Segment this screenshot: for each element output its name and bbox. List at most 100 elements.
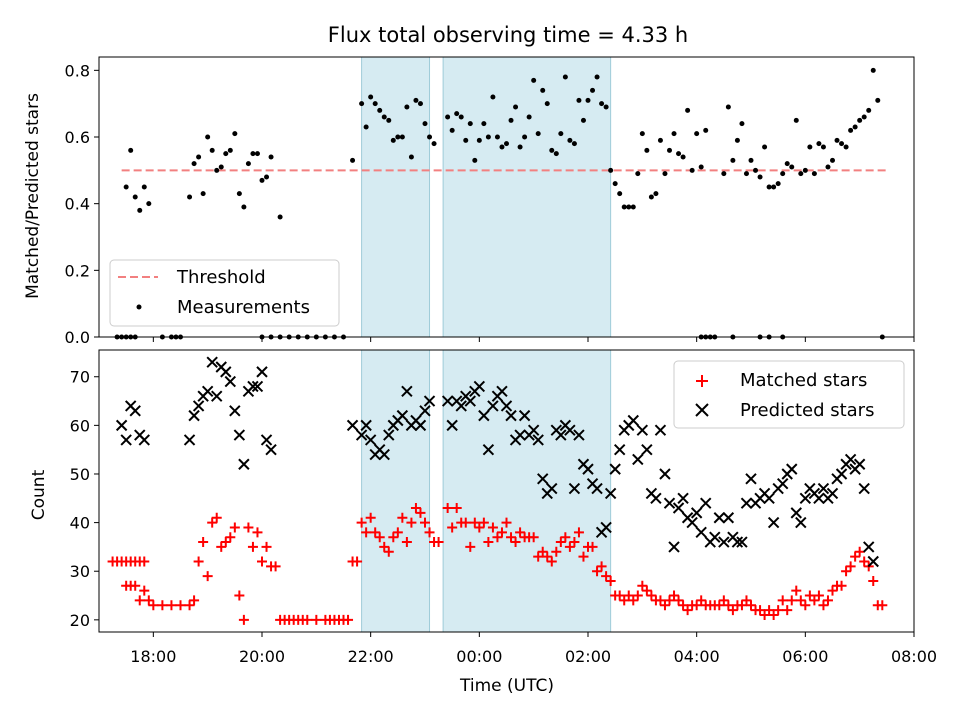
top-measurement-point — [653, 191, 659, 197]
predicted-star-point — [120, 434, 132, 446]
predicted-star-point — [138, 434, 150, 446]
top-measurement-point — [562, 74, 568, 80]
top-measurement-point — [413, 97, 419, 103]
bottom-axes-frame — [98, 349, 915, 633]
predicted-legend-label: Predicted stars — [740, 400, 874, 421]
top-measurement-point — [386, 117, 392, 123]
bottom-shaded-interval — [361, 349, 431, 633]
top-measurement-point — [132, 194, 138, 200]
matched-star-point — [465, 541, 476, 552]
matched-star-point — [723, 600, 734, 611]
bottom-y-tick-label: 20 — [70, 611, 90, 630]
predicted-star-point — [564, 424, 576, 436]
top-measurement-point — [504, 141, 509, 147]
predicted-star-point — [713, 512, 726, 524]
x-tick-label: 18:00 — [130, 647, 176, 666]
predicted-star-point — [641, 443, 653, 456]
matched-star-point — [247, 541, 258, 552]
predicted-star-point — [867, 555, 879, 568]
predicted-star-point — [718, 536, 730, 548]
top-measurement-point — [472, 157, 478, 163]
matched-star-point — [311, 614, 322, 625]
predicted-star-point — [518, 409, 531, 422]
predicted-star-point — [786, 463, 798, 475]
matched-star-point — [786, 595, 797, 606]
predicted-star-point — [532, 434, 544, 446]
top-measurement-point — [427, 134, 433, 140]
top-measurement-point — [748, 157, 754, 163]
top-measurement-point — [264, 174, 270, 180]
top-measurement-point — [739, 121, 745, 127]
predicted-star-point — [233, 429, 246, 441]
top-measurement-point — [128, 147, 134, 153]
matched-star-point — [415, 507, 426, 518]
predicted-star-point — [478, 409, 490, 422]
matched-star-point — [809, 595, 820, 606]
top-measurement-point — [254, 151, 260, 157]
matched-star-point — [207, 517, 218, 528]
matched-star-point — [270, 561, 281, 572]
predicted-star-point — [600, 521, 612, 534]
predicted-star-point — [482, 443, 495, 456]
matched-star-point — [605, 575, 616, 586]
top-measurement-point — [377, 107, 383, 113]
top-measurement-point — [621, 204, 627, 210]
matched-star-point — [542, 551, 553, 562]
top-measurement-point — [757, 174, 763, 180]
top-measurement-point — [372, 101, 378, 107]
predicted-star-point — [722, 512, 735, 524]
matched-star-point — [234, 590, 245, 601]
predicted-star-point — [496, 385, 508, 398]
bottom-shaded-interval — [442, 349, 612, 633]
matched-star-point — [827, 585, 838, 596]
matched-star-point — [564, 541, 575, 552]
chart-title: Flux total observing time = 4.33 h — [328, 23, 688, 47]
predicted-star-point — [731, 536, 744, 548]
top-measurement-point — [834, 137, 840, 143]
predicted-star-point — [582, 463, 594, 475]
matched-star-point — [859, 556, 870, 567]
predicted-star-point — [211, 390, 223, 402]
top-measurement-point — [508, 117, 514, 123]
top-measurement-point — [811, 171, 817, 177]
top-measurement-point — [513, 104, 519, 110]
top-measurement-point — [218, 164, 224, 170]
matched-star-point — [451, 503, 462, 514]
predicted-star-point — [813, 492, 825, 505]
top-measurement-point — [590, 87, 596, 93]
predicted-star-point — [677, 492, 689, 505]
top-measurement-point — [630, 204, 636, 210]
top-y-tick-label: 0.2 — [65, 261, 90, 280]
predicted-star-point — [709, 531, 721, 543]
predicted-star-point — [668, 541, 680, 553]
measurements-legend-handle — [136, 304, 142, 310]
top-measurement-point — [395, 134, 401, 140]
matched-star-point — [596, 561, 607, 572]
matched-star-point — [678, 600, 689, 611]
top-measurement-point — [123, 184, 129, 190]
top-measurement-point — [820, 144, 826, 150]
predicted-star-point — [776, 477, 789, 490]
matched-star-point — [487, 522, 498, 533]
measurements-legend-label: Measurements — [177, 297, 310, 318]
predicted-star-point — [659, 468, 671, 480]
predicted-star-point — [591, 482, 603, 495]
matched-star-point — [777, 595, 788, 606]
matched-star-point — [510, 537, 521, 548]
top-measurement-point — [771, 184, 777, 190]
predicted-star-point — [360, 419, 372, 432]
predicted-star-point — [650, 492, 662, 505]
top-measurement-point — [404, 104, 410, 110]
top-measurement-point — [481, 121, 487, 127]
top-measurement-point — [870, 67, 876, 73]
matched-star-point — [261, 541, 272, 552]
predicted-star-point — [790, 507, 802, 519]
predicted-star-point — [609, 463, 621, 475]
top-measurement-point — [458, 114, 464, 120]
top-measurement-point — [526, 114, 532, 120]
matched-star-point — [343, 614, 354, 625]
predicted-star-point — [663, 497, 676, 509]
matched-star-point — [555, 537, 566, 548]
matched-star-point — [424, 527, 435, 538]
